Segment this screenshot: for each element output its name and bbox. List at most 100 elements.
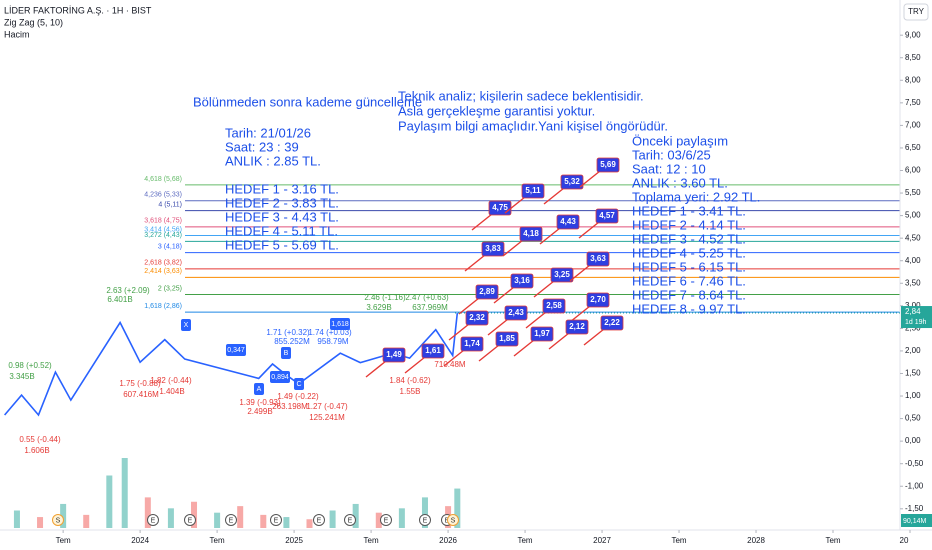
- previous-note-line: HEDEF 1 - 3.41 TL.: [632, 203, 746, 218]
- target-box: [556, 214, 580, 230]
- event-label: S: [56, 517, 61, 524]
- y-tick-label: 4,00: [905, 256, 921, 265]
- x-tick-label: 2028: [747, 536, 765, 545]
- fib-label: 3,272 (4,43): [144, 232, 182, 239]
- fib-label: 2,414 (3,63): [144, 268, 182, 275]
- y-tick-label: 1,00: [905, 391, 921, 400]
- pivot-label: 2.499B: [247, 407, 272, 416]
- target-pointer: [569, 305, 591, 323]
- wave-label: 0,347: [227, 347, 245, 354]
- pivot-label: 2.63 (+2.09): [106, 286, 150, 295]
- volume-bar: [167, 508, 174, 528]
- pivot-label: 1.27 (-0.47): [306, 402, 348, 411]
- event-marker: [184, 514, 196, 526]
- zigzag-line: [4, 312, 459, 417]
- volume-label: Hacim: [4, 29, 30, 39]
- target-pointer: [578, 221, 600, 239]
- target-pointer: [579, 170, 601, 188]
- target-pointer: [464, 254, 486, 272]
- wave-label: A: [257, 386, 262, 393]
- last-price-label: 2,84: [905, 307, 921, 316]
- y-tick-label: 4,50: [905, 233, 921, 242]
- target-label: 3,25: [554, 270, 570, 279]
- target-box: [460, 336, 484, 352]
- volume-bar: [83, 514, 90, 528]
- target-label: 3,16: [514, 276, 530, 285]
- y-tick-label: 1,50: [905, 369, 921, 378]
- event-label: E: [384, 517, 389, 524]
- y-tick-label: 6,50: [905, 143, 921, 152]
- symbol-title: LİDER FAKTORİNG A.Ş. · 1H · BIST: [4, 5, 152, 15]
- volume-bar: [306, 519, 313, 528]
- previous-note-line: HEDEF 7 - 8.64 TL.: [632, 287, 746, 302]
- note-line: Tarih: 21/01/26: [225, 125, 311, 140]
- pivot-label: 1.606B: [24, 446, 49, 455]
- target-box: [465, 310, 489, 326]
- x-tick-label: Tem: [517, 536, 532, 545]
- currency-box[interactable]: [903, 3, 929, 21]
- volume-bar: [37, 517, 44, 528]
- target-pointer: [365, 360, 387, 378]
- target-label: 4,18: [523, 229, 539, 238]
- pivot-label: 1.84 (-0.62): [389, 376, 431, 385]
- pivot-label: 1.71 (+0.32): [266, 328, 310, 337]
- y-tick-label: 7,00: [905, 121, 921, 130]
- event-marker: [344, 514, 356, 526]
- target-label: 4,75: [492, 203, 508, 212]
- previous-note-line: HEDEF 8 - 9.97 TL.: [632, 301, 746, 316]
- target-label: 2,22: [604, 318, 620, 327]
- target-pointer: [458, 297, 480, 315]
- previous-note-line: HEDEF 3 - 4.52 TL.: [632, 231, 746, 246]
- target-box: [475, 284, 499, 300]
- target-box: [596, 157, 620, 173]
- wave-marker: [270, 371, 290, 383]
- event-label: E: [151, 517, 156, 524]
- fib-label: 3,414 (4,56): [144, 226, 182, 233]
- previous-note-line: ANLIK : 3.60 TL.: [632, 175, 728, 190]
- event-label: E: [348, 517, 353, 524]
- volume-bar: [106, 475, 113, 528]
- target-pointer: [502, 239, 524, 257]
- target-pointer: [543, 187, 565, 205]
- note-target: HEDEF 2 - 3.83 TL.: [225, 195, 339, 210]
- volume-bar: [260, 514, 267, 528]
- volume-bar: [13, 510, 20, 528]
- note-target: HEDEF 5 - 5.69 TL.: [225, 237, 339, 252]
- x-tick-label: Tem: [364, 536, 379, 545]
- pivot-label: 125.241M: [309, 413, 345, 422]
- y-tick-label: 2,00: [905, 346, 921, 355]
- y-tick-label: 0,00: [905, 436, 921, 445]
- target-pointer: [583, 328, 605, 346]
- volume-bar: [60, 503, 67, 528]
- pivot-label: 0.55 (-0.44): [19, 435, 61, 444]
- wave-marker: [254, 383, 264, 395]
- y-tick-label: 3,00: [905, 301, 921, 310]
- disclaimer-line: Teknik analiz; kişilerin sadece beklenti…: [398, 88, 644, 103]
- y-tick-label: 5,50: [905, 188, 921, 197]
- x-tick-label: 20: [900, 536, 909, 545]
- price-axis-panel: [900, 0, 932, 530]
- target-box: [542, 298, 566, 314]
- event-marker: [313, 514, 325, 526]
- target-box: [600, 315, 624, 331]
- volume-bar: [398, 508, 405, 528]
- target-label: 5,11: [525, 186, 541, 195]
- target-label: 2,89: [479, 287, 495, 296]
- volume-badge: [901, 514, 932, 527]
- note-line: ANLIK : 2.85 TL.: [225, 153, 321, 168]
- event-label: E: [229, 517, 234, 524]
- volume-bar: [121, 458, 128, 528]
- target-label: 1,85: [499, 334, 515, 343]
- pivot-label: 855.252M: [274, 337, 310, 346]
- target-pointer: [493, 286, 515, 304]
- disclaimer-line: Asla gerçekleşme garantisi yoktur.: [398, 103, 595, 118]
- target-label: 3,83: [485, 244, 501, 253]
- volume-last-label: 90,14M: [903, 518, 927, 525]
- wave-marker: [281, 347, 291, 359]
- target-pointer: [548, 332, 570, 350]
- target-label: 5,69: [600, 160, 616, 169]
- note-title: Bölünmeden sonra kademe güncelleme: [193, 94, 422, 109]
- x-tick-label: 2027: [593, 536, 611, 545]
- target-label: 5,32: [564, 177, 580, 186]
